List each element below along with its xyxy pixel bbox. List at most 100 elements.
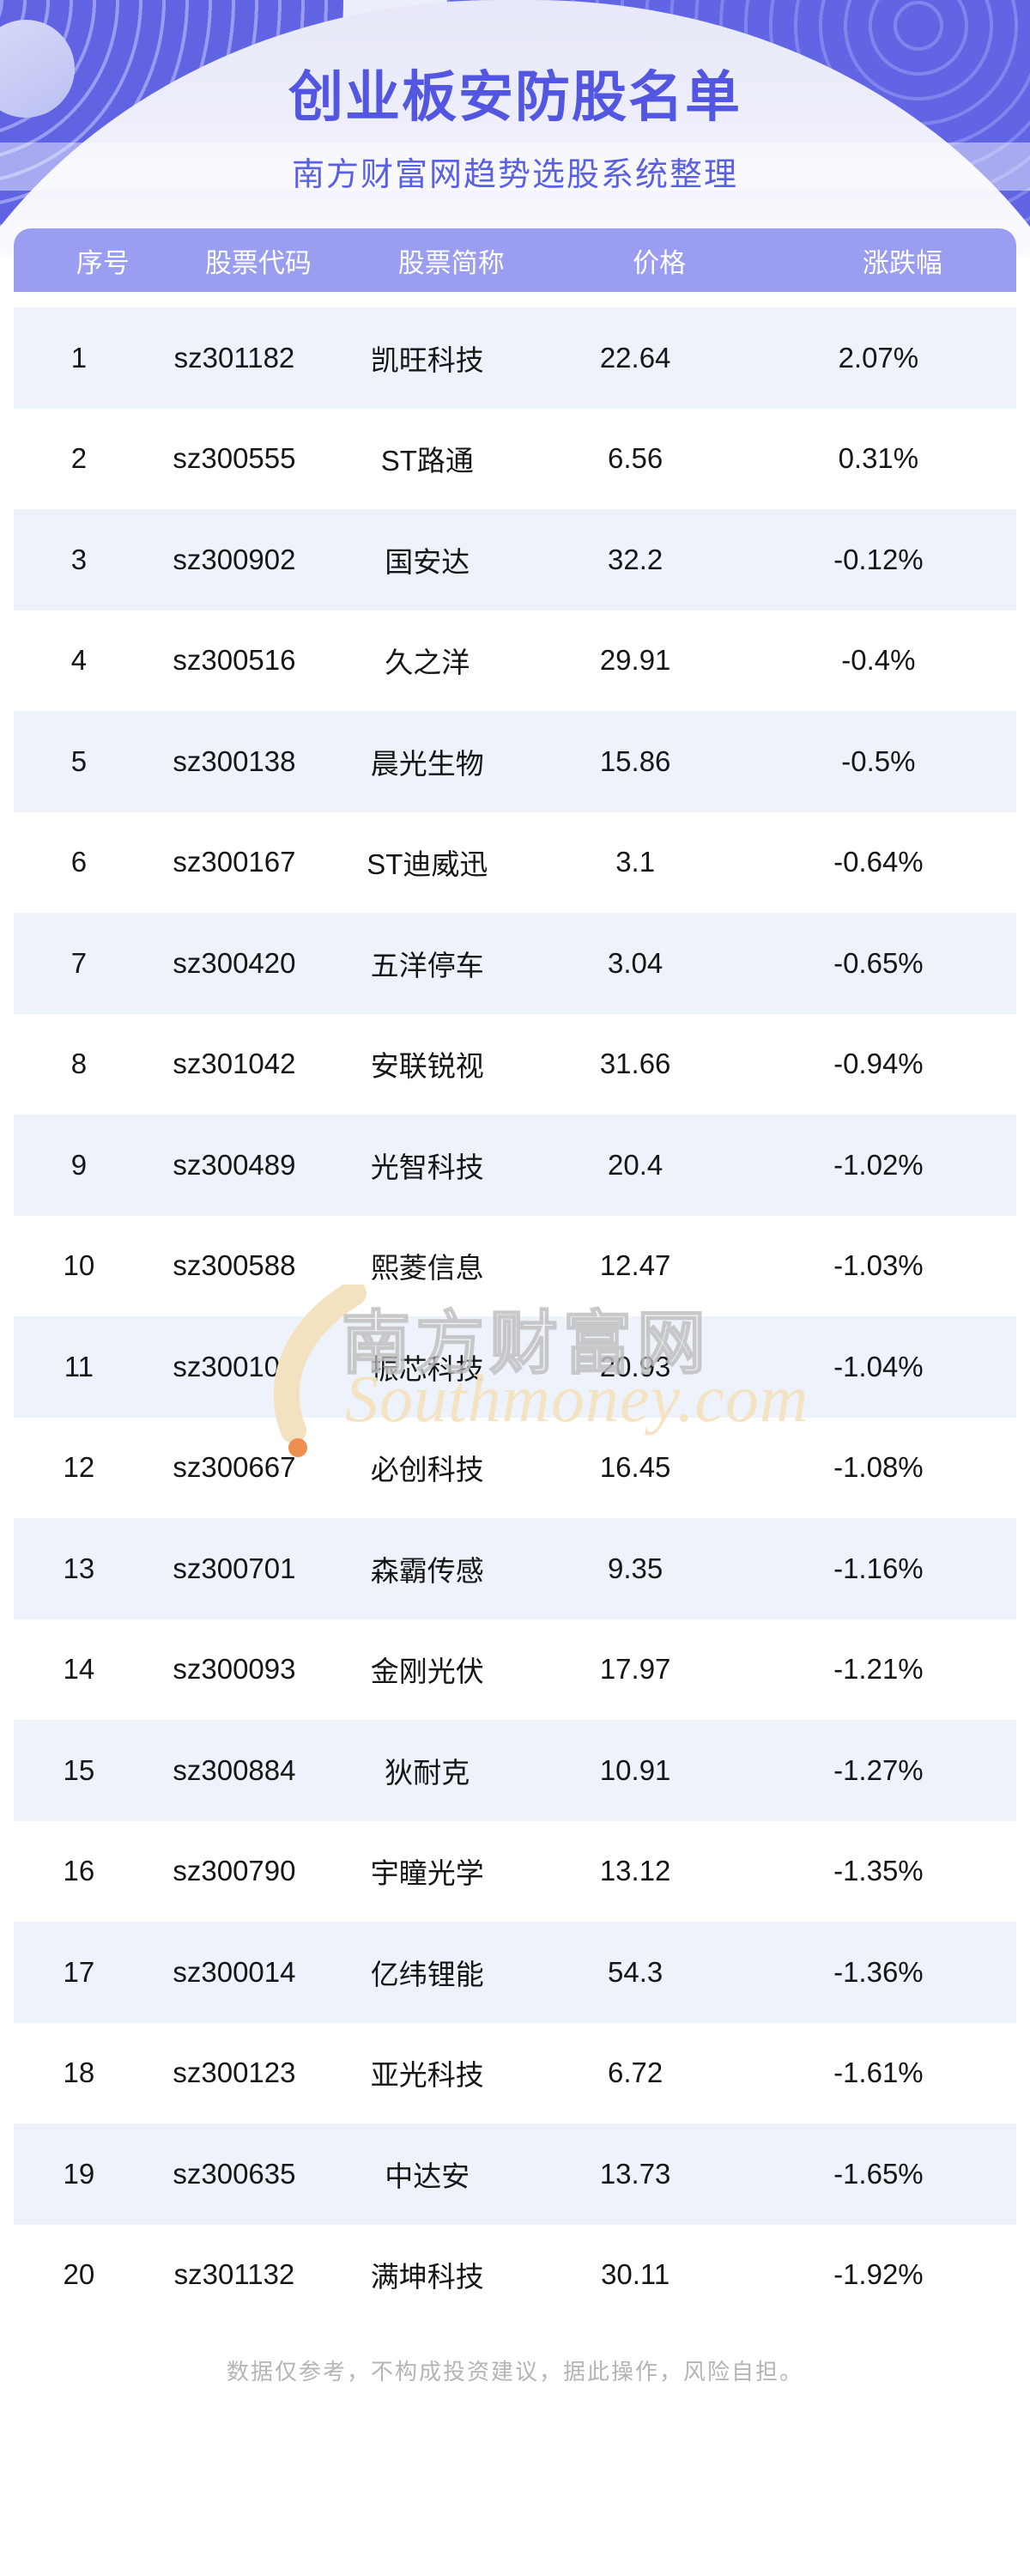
cell-code: sz300123 xyxy=(173,2057,296,2089)
cell-code: sz300635 xyxy=(173,2157,296,2190)
cell-price: 13.73 xyxy=(599,2157,671,2190)
cell-no: 11 xyxy=(64,1350,94,1382)
cell-price: 32.2 xyxy=(608,543,663,575)
cell-no: 7 xyxy=(70,946,88,979)
cell-change: -0.65% xyxy=(833,946,924,979)
page-title: 创业板安防股名单 xyxy=(288,66,742,128)
table-row: 10 sz300588 熙菱信息 12.47 -1.03% xyxy=(14,1215,1016,1316)
cell-name: 亿纬锂能 xyxy=(370,1958,484,1990)
cell-price: 3.1 xyxy=(615,846,656,878)
cell-price: 22.64 xyxy=(599,341,671,374)
cell-change: -1.08% xyxy=(833,1451,924,1484)
cell-no: 10 xyxy=(63,1249,95,1282)
cell-change: -0.12% xyxy=(833,543,924,575)
cell-change: -0.5% xyxy=(841,744,916,777)
table-row: 5 sz300138 晨光生物 15.86 -0.5% xyxy=(14,711,1016,812)
table-row: 4 sz300516 久之洋 29.91 -0.4% xyxy=(14,610,1016,711)
banner: 创业板安防股名单 南方财富网趋势选股系统整理 xyxy=(0,0,1030,258)
cell-no: 12 xyxy=(63,1451,95,1484)
table-row: 2 sz300555 ST路通 6.56 0.31% xyxy=(14,408,1016,509)
table-row: 13 sz300701 森霸传感 9.35 -1.16% xyxy=(14,1518,1016,1619)
cell-code: sz300138 xyxy=(173,744,296,777)
cell-name: 狄耐克 xyxy=(385,1756,470,1789)
cell-code: sz300555 xyxy=(173,442,296,475)
cell-code: sz300489 xyxy=(173,1148,296,1181)
cell-price: 29.91 xyxy=(599,644,671,677)
cell-name: 安联锐视 xyxy=(370,1050,484,1083)
cell-name: 五洋停车 xyxy=(370,949,484,981)
cell-name: 晨光生物 xyxy=(370,747,484,780)
table-row: 3 sz300902 国安达 32.2 -0.12% xyxy=(14,509,1016,611)
cell-price: 3.04 xyxy=(608,946,663,979)
cell-code: sz300902 xyxy=(173,543,296,575)
cell-price: 30.11 xyxy=(601,2258,670,2291)
cell-price: 6.56 xyxy=(608,442,663,475)
cell-price: 17.97 xyxy=(599,1653,671,1686)
cell-name: 宇瞳光学 xyxy=(370,1857,484,1890)
table-row: 15 sz300884 狄耐克 10.91 -1.27% xyxy=(14,1720,1016,1821)
cell-code: sz301132 xyxy=(173,2258,295,2291)
cell-no: 6 xyxy=(70,846,88,878)
cell-code: sz300101 xyxy=(173,1350,296,1382)
cell-name: 必创科技 xyxy=(370,1454,484,1486)
cell-code: sz300516 xyxy=(173,644,296,677)
cell-no: 14 xyxy=(63,1653,95,1686)
table-row: 17 sz300014 亿纬锂能 54.3 -1.36% xyxy=(14,1922,1016,2023)
column-header-no: 序号 xyxy=(76,247,130,278)
table-row: 8 sz301042 安联锐视 31.66 -0.94% xyxy=(14,1013,1016,1115)
cell-price: 16.45 xyxy=(599,1451,671,1484)
cell-code: sz301182 xyxy=(173,341,295,374)
table-row: 12 sz300667 必创科技 16.45 -1.08% xyxy=(14,1417,1016,1518)
cell-name: ST路通 xyxy=(380,445,474,477)
cell-code: sz300701 xyxy=(173,1552,296,1584)
cell-name: 熙菱信息 xyxy=(370,1252,484,1285)
cell-change: -1.65% xyxy=(833,2157,924,2190)
cell-name: 满坤科技 xyxy=(370,2261,484,2293)
subtitle-highlight-band xyxy=(0,143,1030,191)
page-subtitle: 南方财富网趋势选股系统整理 xyxy=(291,157,738,193)
cell-change: -1.27% xyxy=(833,1753,924,1786)
cell-name: 凯旺科技 xyxy=(370,343,484,376)
cell-no: 19 xyxy=(63,2157,95,2190)
cell-name: 光智科技 xyxy=(370,1151,484,1183)
cell-code: sz300093 xyxy=(173,1653,296,1686)
cell-code: sz300667 xyxy=(173,1451,296,1484)
cell-price: 6.72 xyxy=(608,2057,663,2089)
cell-name: 久之洋 xyxy=(385,647,470,679)
column-header-code: 股票代码 xyxy=(204,247,312,278)
cell-price: 15.86 xyxy=(599,744,671,777)
cell-name: ST迪威迅 xyxy=(367,848,488,881)
cell-change: -0.64% xyxy=(833,846,924,878)
cell-code: sz300167 xyxy=(173,846,296,878)
cell-change: -1.92% xyxy=(833,2258,924,2291)
cell-code: sz301042 xyxy=(173,1048,296,1080)
cell-change: 0.31% xyxy=(838,442,919,475)
cell-change: -1.36% xyxy=(833,1955,924,1988)
cell-price: 10.91 xyxy=(599,1753,671,1786)
column-header-change: 涨跌幅 xyxy=(862,247,942,278)
table-header-row: 序号 股票代码 股票简称 价格 涨跌幅 xyxy=(14,228,1016,292)
cell-no: 8 xyxy=(70,1048,88,1080)
cell-change: -1.03% xyxy=(833,1249,924,1282)
cell-code: sz300790 xyxy=(173,1855,296,1887)
table-row: 19 sz300635 中达安 13.73 -1.65% xyxy=(14,2123,1016,2225)
cell-name: 亚光科技 xyxy=(370,2059,484,2092)
disclaimer-text: 数据仅参考，不构成投资建议，据此操作，风险自担。 xyxy=(226,2359,803,2385)
cell-no: 20 xyxy=(63,2258,95,2291)
cell-price: 20.93 xyxy=(599,1350,671,1382)
cell-price: 20.4 xyxy=(608,1148,663,1181)
cell-name: 振芯科技 xyxy=(370,1352,484,1385)
cell-no: 9 xyxy=(70,1148,88,1181)
cell-no: 18 xyxy=(63,2057,95,2089)
table-row: 7 sz300420 五洋停车 3.04 -0.65% xyxy=(14,913,1016,1014)
cell-price: 9.35 xyxy=(608,1552,663,1584)
table-row: 1 sz301182 凯旺科技 22.64 2.07% xyxy=(14,307,1016,409)
cell-change: -1.21% xyxy=(833,1653,924,1686)
cell-name: 森霸传感 xyxy=(370,1554,484,1587)
cell-no: 17 xyxy=(63,1955,95,1988)
table-row: 18 sz300123 亚光科技 6.72 -1.61% xyxy=(14,2022,1016,2123)
cell-change: -0.4% xyxy=(841,644,916,677)
cell-change: -1.16% xyxy=(833,1552,924,1584)
cell-change: -1.35% xyxy=(833,1855,924,1887)
cell-change: -1.02% xyxy=(833,1148,924,1181)
